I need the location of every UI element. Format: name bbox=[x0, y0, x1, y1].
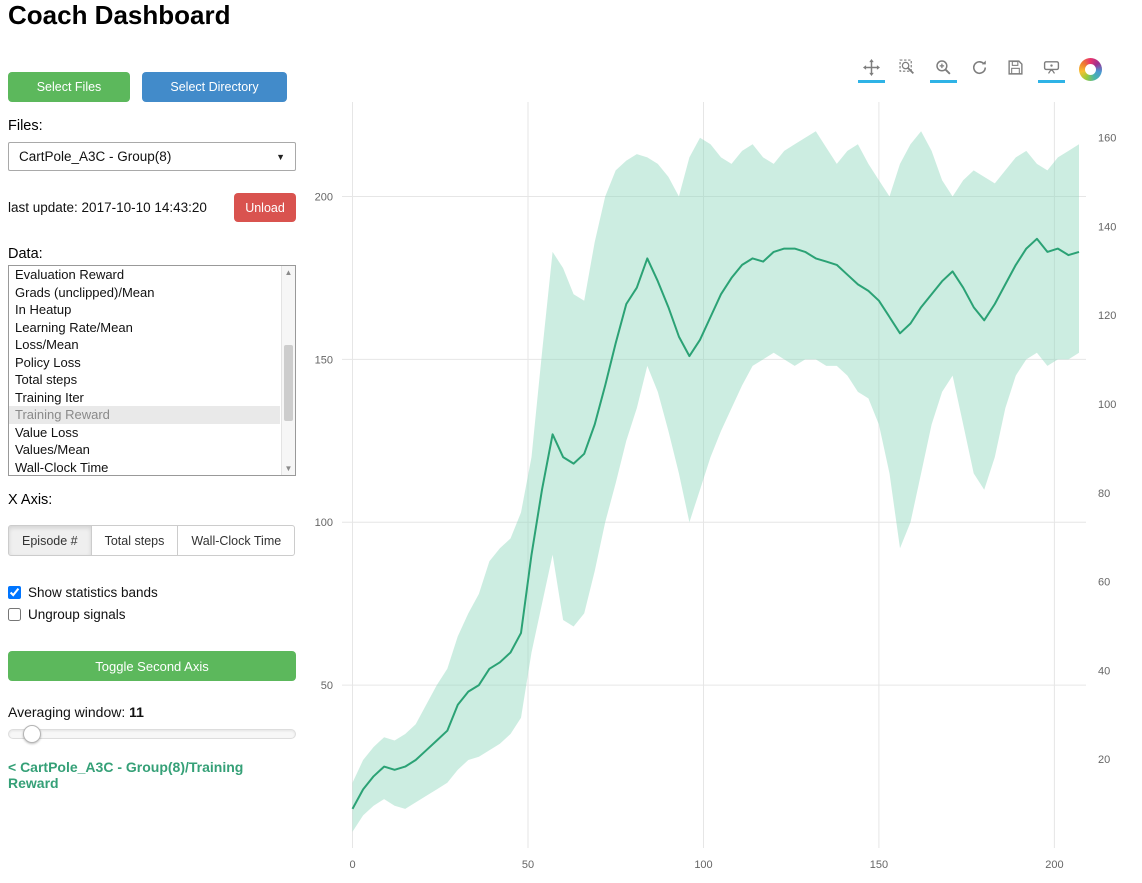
xaxis-option-wall-clock-time[interactable]: Wall-Clock Time bbox=[177, 525, 296, 556]
box-zoom-icon[interactable] bbox=[894, 55, 921, 83]
svg-text:200: 200 bbox=[1045, 859, 1063, 871]
data-list-item-total-steps[interactable]: Total steps bbox=[15, 372, 78, 387]
data-list-item-policy-loss[interactable]: Policy Loss bbox=[15, 354, 81, 370]
x-axis-toggle-group: Episode # Total steps Wall-Clock Time bbox=[8, 525, 296, 556]
data-list-item-value-loss[interactable]: Value Loss bbox=[15, 424, 79, 440]
tool-icons bbox=[858, 55, 1065, 83]
page-title: Coach Dashboard bbox=[8, 0, 231, 30]
chart-panel: 0 50 100 150 200 50 100 150 200 20 40 60 80 100 120 140… bbox=[296, 52, 1142, 881]
chevron-down-icon: ▼ bbox=[276, 151, 285, 162]
data-list-item-training-iter[interactable]: Training Iter bbox=[15, 389, 84, 405]
svg-text:40: 40 bbox=[1098, 665, 1110, 677]
data-list-item-in-heatup[interactable]: In Heatup bbox=[15, 302, 72, 317]
training-reward-chart[interactable]: 0 50 100 150 200 50 100 150 200 20 40 60 80 100 120 140… bbox=[296, 86, 1142, 883]
save-icon[interactable] bbox=[1002, 55, 1029, 83]
xaxis-option-total-steps[interactable]: Total steps bbox=[90, 525, 179, 556]
data-list-item-wall-clock-time[interactable]: Wall-Clock Time bbox=[15, 459, 109, 475]
svg-text:50: 50 bbox=[522, 859, 534, 871]
data-list-item-grads-unclipped-mean[interactable]: Grads (unclipped)/Mean bbox=[15, 284, 155, 300]
last-update-text: last update: 2017-10-10 14:43:20 bbox=[8, 200, 207, 215]
svg-text:150: 150 bbox=[315, 354, 333, 366]
svg-text:20: 20 bbox=[1098, 754, 1110, 766]
svg-text:160: 160 bbox=[1098, 133, 1116, 145]
svg-text:100: 100 bbox=[315, 517, 333, 529]
svg-text:120: 120 bbox=[1098, 310, 1116, 322]
averaging-window-label: Averaging window: bbox=[8, 704, 126, 720]
data-label: Data: bbox=[8, 246, 43, 262]
files-label: Files: bbox=[8, 118, 43, 134]
averaging-window-value: 11 bbox=[129, 704, 144, 720]
toggle-second-axis-button[interactable]: Toggle Second Axis bbox=[8, 651, 296, 681]
svg-text:80: 80 bbox=[1098, 488, 1110, 500]
files-select[interactable]: CartPole_A3C - Group(8) ▼ bbox=[8, 142, 296, 171]
xaxis-option-episode[interactable]: Episode # bbox=[8, 525, 92, 556]
sidebar: Select Files Select Directory Files: Car… bbox=[8, 72, 296, 791]
file-buttons-row: Select Files Select Directory bbox=[8, 72, 296, 102]
wheel-zoom-icon[interactable] bbox=[930, 55, 957, 83]
data-list-item-values-mean[interactable]: Values/Mean bbox=[15, 442, 90, 457]
reset-icon[interactable] bbox=[966, 55, 993, 83]
select-directory-button[interactable]: Select Directory bbox=[142, 72, 287, 102]
scrollbar-up-icon[interactable]: ▲ bbox=[284, 268, 293, 277]
update-row: last update: 2017-10-10 14:43:20 Unload bbox=[8, 193, 296, 222]
data-list-item-learning-rate-mean[interactable]: Learning Rate/Mean bbox=[15, 319, 133, 335]
svg-text:100: 100 bbox=[1098, 399, 1116, 411]
slider-handle[interactable] bbox=[23, 725, 41, 743]
svg-text:60: 60 bbox=[1098, 577, 1110, 589]
data-signal-list[interactable]: ▲ ▼ Evaluation Reward Grads (unclipped)/M… bbox=[8, 265, 296, 476]
select-files-button[interactable]: Select Files bbox=[8, 72, 130, 102]
checkbox-ungroup-signals[interactable] bbox=[8, 607, 21, 621]
checkbox-row-ungroup-signals[interactable]: Ungroup signals bbox=[8, 604, 296, 624]
svg-text:0: 0 bbox=[349, 859, 355, 871]
bokeh-logo-icon[interactable] bbox=[1079, 57, 1102, 81]
hover-icon[interactable] bbox=[1038, 55, 1065, 83]
checkbox-label: Ungroup signals bbox=[28, 606, 126, 622]
averaging-window-slider[interactable] bbox=[8, 725, 296, 743]
svg-text:150: 150 bbox=[870, 859, 888, 871]
data-list-item-training-reward[interactable]: Training Reward bbox=[9, 406, 280, 424]
data-list-item-evaluation-reward[interactable]: Evaluation Reward bbox=[15, 267, 125, 282]
checkbox-row-show-statistics-bands[interactable]: Show statistics bands bbox=[8, 582, 296, 602]
scrollbar[interactable]: ▲ ▼ bbox=[281, 266, 295, 475]
scrollbar-down-icon[interactable]: ▼ bbox=[284, 464, 293, 473]
pan-icon[interactable] bbox=[858, 55, 885, 83]
checkbox-group: Show statistics bands Ungroup signals bbox=[8, 582, 296, 624]
breadcrumb[interactable]: < CartPole_A3C - Group(8)/Training Rewar… bbox=[8, 759, 244, 791]
svg-text:50: 50 bbox=[321, 680, 333, 692]
unload-button[interactable]: Unload bbox=[234, 193, 296, 222]
bokeh-toolbar bbox=[296, 52, 1142, 86]
averaging-window-row: Averaging window: 11 bbox=[8, 704, 296, 720]
files-select-value: CartPole_A3C - Group(8) bbox=[19, 149, 172, 164]
svg-text:100: 100 bbox=[694, 859, 712, 871]
x-axis-label: X Axis: bbox=[8, 492, 53, 508]
checkbox-label: Show statistics bands bbox=[28, 584, 158, 600]
checkbox-show-statistics-bands[interactable] bbox=[8, 585, 21, 599]
scrollbar-thumb[interactable] bbox=[284, 345, 293, 421]
svg-text:140: 140 bbox=[1098, 221, 1116, 233]
data-list-item-loss-mean[interactable]: Loss/Mean bbox=[15, 337, 79, 352]
svg-text:200: 200 bbox=[315, 192, 333, 204]
